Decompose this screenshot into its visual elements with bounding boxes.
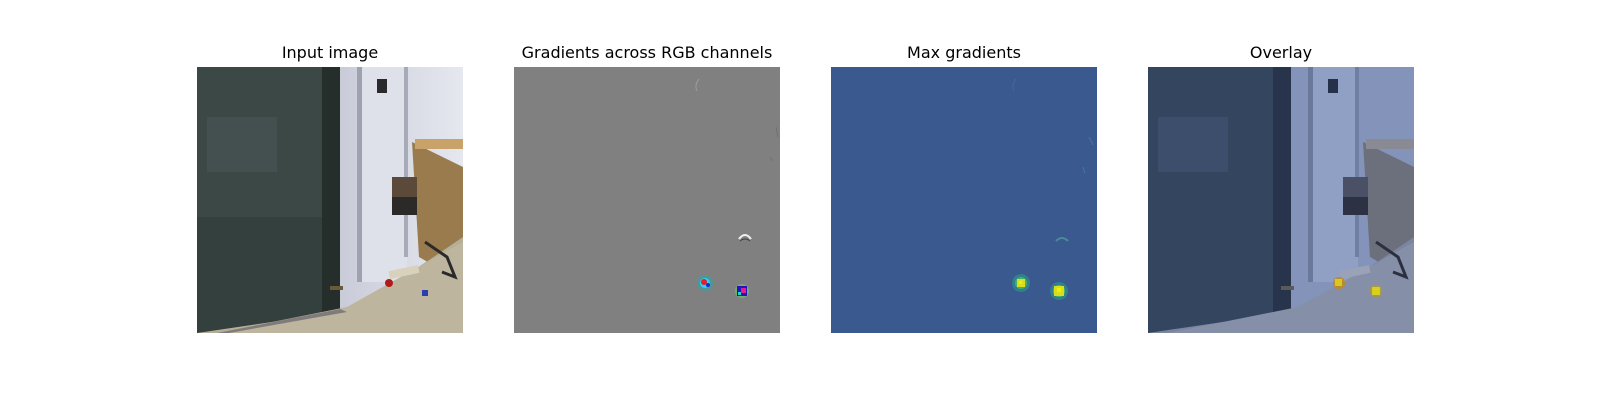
gradients-rgb-canvas bbox=[514, 67, 780, 333]
gradients-rgb-image bbox=[514, 67, 780, 333]
panel-title: Overlay bbox=[1249, 43, 1313, 62]
panel-overlay: Overlay bbox=[1148, 40, 1414, 333]
input-image-canvas bbox=[197, 67, 463, 333]
panel-title: Max gradients bbox=[907, 43, 1021, 62]
panel-input-image: Input image bbox=[197, 40, 463, 333]
panel-title: Gradients across RGB channels bbox=[521, 43, 773, 62]
max-gradients-image bbox=[831, 67, 1097, 333]
input-image bbox=[197, 67, 463, 333]
panel-max-gradients: Max gradients bbox=[831, 40, 1097, 333]
overlay-image bbox=[1148, 67, 1414, 333]
panel-gradients-rgb: Gradients across RGB channels bbox=[514, 40, 780, 333]
max-gradients-canvas bbox=[831, 67, 1097, 333]
panel-title: Input image bbox=[281, 43, 379, 62]
overlay-canvas bbox=[1148, 67, 1414, 333]
